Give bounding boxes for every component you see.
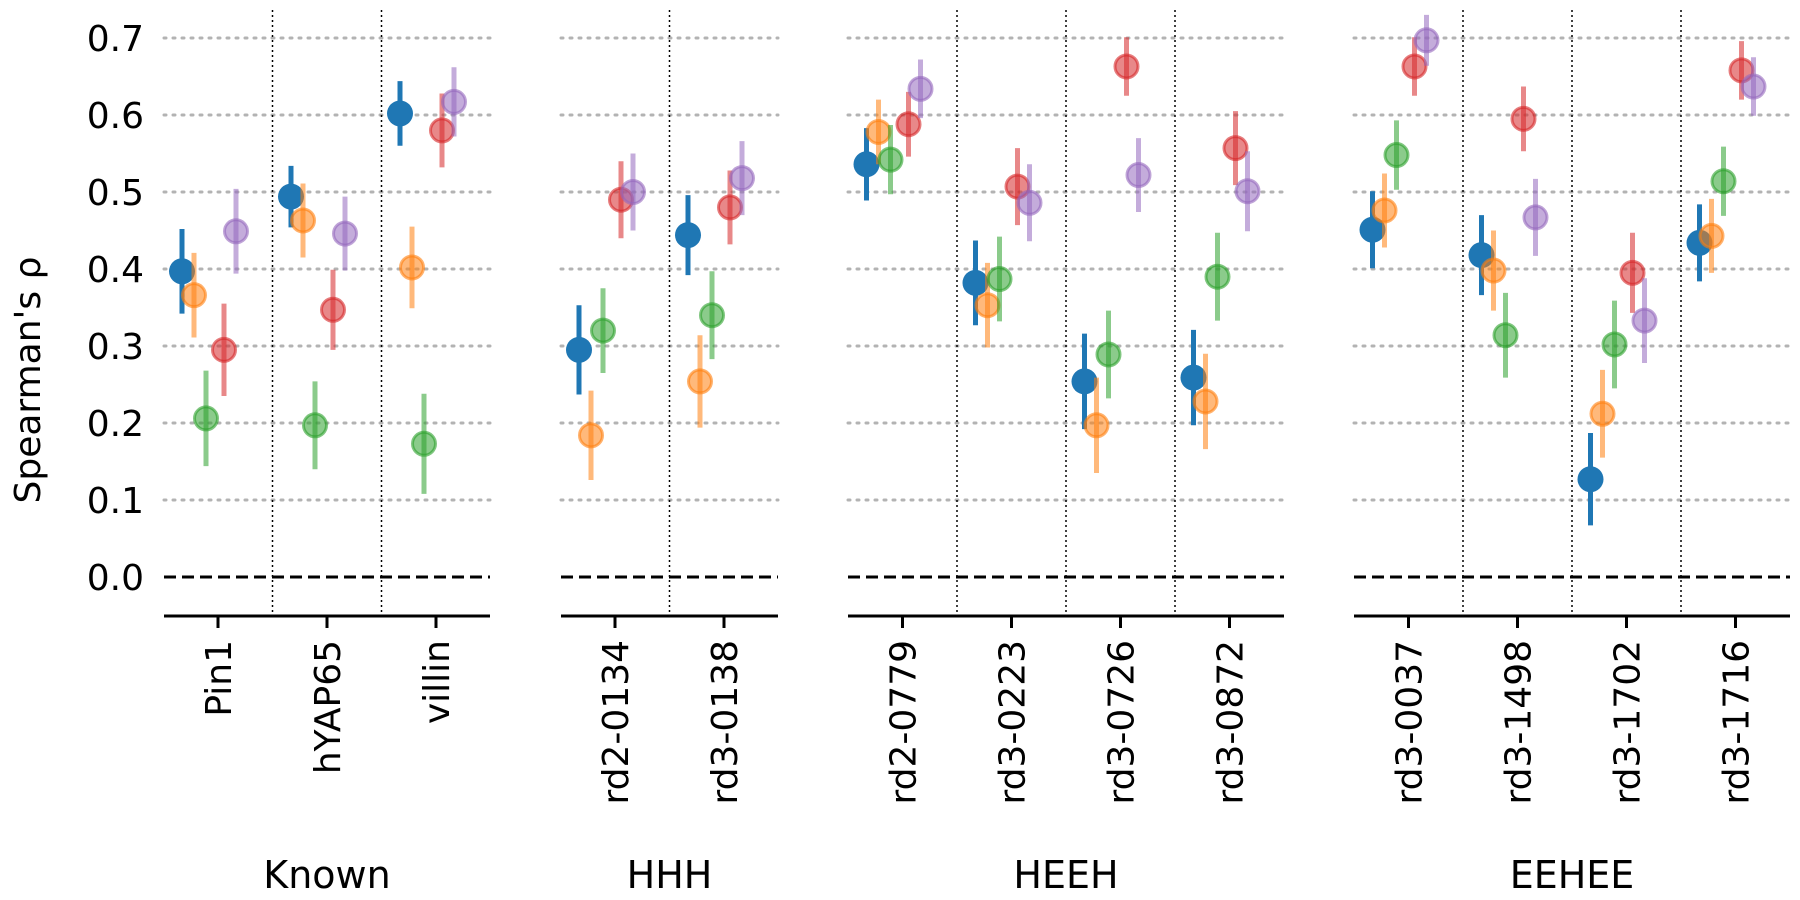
data-point xyxy=(181,282,207,309)
data-point xyxy=(1204,263,1231,290)
data-point xyxy=(1095,341,1122,368)
data-point xyxy=(320,296,346,323)
data-point xyxy=(399,254,425,281)
data-point xyxy=(1522,204,1549,231)
data-point xyxy=(1016,189,1043,216)
data-point xyxy=(1125,162,1152,189)
data-point xyxy=(1083,412,1110,439)
data-point xyxy=(675,222,701,249)
data-point xyxy=(717,194,743,221)
data-point xyxy=(687,368,713,395)
data-point xyxy=(1698,222,1725,249)
data-point xyxy=(1113,53,1140,80)
data-point xyxy=(332,220,358,247)
data-point xyxy=(1589,400,1616,427)
data-point xyxy=(1359,216,1386,243)
data-point xyxy=(441,88,467,115)
data-point xyxy=(1413,27,1440,54)
y-tick-label: 0.3 xyxy=(87,327,144,368)
data-point xyxy=(1071,368,1098,395)
x-tick-label: hYAP65 xyxy=(308,640,349,774)
y-tick-label: 0.0 xyxy=(87,558,144,599)
axes xyxy=(164,614,1790,628)
y-tick-label: 0.6 xyxy=(87,96,144,137)
x-tick-label: rd3-0726 xyxy=(1102,640,1143,805)
data-point xyxy=(865,118,892,145)
data-point xyxy=(429,117,455,144)
group-label: Known xyxy=(263,853,390,897)
x-tick-label: rd3-0872 xyxy=(1211,640,1252,805)
data-point xyxy=(1383,142,1410,169)
data-point xyxy=(169,258,195,285)
data-point xyxy=(411,430,437,457)
y-tick-label: 0.2 xyxy=(87,404,144,445)
category-separators xyxy=(271,10,1682,616)
data-point xyxy=(1710,168,1737,195)
data-point xyxy=(1492,322,1519,349)
data-point xyxy=(1619,259,1646,286)
group-label: HHH xyxy=(627,853,713,897)
x-tick-label: rd2-0134 xyxy=(596,640,637,805)
x-tick-label: rd3-1498 xyxy=(1499,640,1540,805)
y-tick-label: 0.4 xyxy=(87,250,144,291)
data-point xyxy=(853,151,880,178)
data-point xyxy=(877,146,904,173)
data-point xyxy=(566,336,592,363)
data-point xyxy=(1401,53,1428,80)
data-point xyxy=(1222,135,1249,162)
data-point xyxy=(1631,307,1658,334)
group-label: EEHEE xyxy=(1510,853,1635,897)
data-point xyxy=(211,336,237,363)
data-point xyxy=(1740,73,1767,100)
data-point xyxy=(278,183,304,210)
group-label: HEEH xyxy=(1013,853,1118,897)
data-point xyxy=(1371,197,1398,224)
x-tick-label: villin xyxy=(417,640,458,724)
data-point xyxy=(578,422,604,449)
y-axis-title: Spearman's ρ xyxy=(8,257,49,504)
data-point xyxy=(1192,388,1219,415)
y-tick-label: 0.7 xyxy=(87,19,144,60)
labels: 0.0 0.1 0.2 0.3 0.4 0.5 0.6 0.7 Known Pin1 hYAP65 v… xyxy=(87,19,1758,897)
data-point xyxy=(1234,178,1261,205)
data-point xyxy=(193,405,219,432)
data-point xyxy=(1510,105,1537,132)
data-point xyxy=(620,179,646,205)
data-point xyxy=(1577,466,1604,493)
x-tick-label: Pin1 xyxy=(199,640,240,717)
x-tick-label: rd2-0779 xyxy=(884,640,925,805)
x-tick-label: rd3-0138 xyxy=(705,640,746,805)
data-point xyxy=(895,111,922,138)
data-point xyxy=(986,266,1013,293)
data-point xyxy=(974,292,1001,319)
x-tick-label: rd3-1716 xyxy=(1717,640,1758,805)
y-tick-label: 0.5 xyxy=(87,173,144,214)
data-point xyxy=(223,218,249,245)
x-tick-label: rd3-1702 xyxy=(1608,640,1649,805)
data-point xyxy=(1180,364,1207,391)
y-tick-label: 0.1 xyxy=(87,481,144,522)
data-point xyxy=(1480,257,1507,284)
data-marks xyxy=(169,14,1767,526)
data-point xyxy=(729,165,755,192)
x-tick-label: rd3-0037 xyxy=(1390,640,1431,805)
data-point xyxy=(302,412,328,439)
data-point xyxy=(962,269,989,296)
data-point xyxy=(387,100,413,127)
data-point xyxy=(290,207,316,234)
data-point xyxy=(590,317,616,344)
data-point xyxy=(1601,331,1628,358)
x-tick-label: rd3-0223 xyxy=(993,640,1034,805)
data-point xyxy=(907,75,934,102)
data-point xyxy=(699,302,725,329)
